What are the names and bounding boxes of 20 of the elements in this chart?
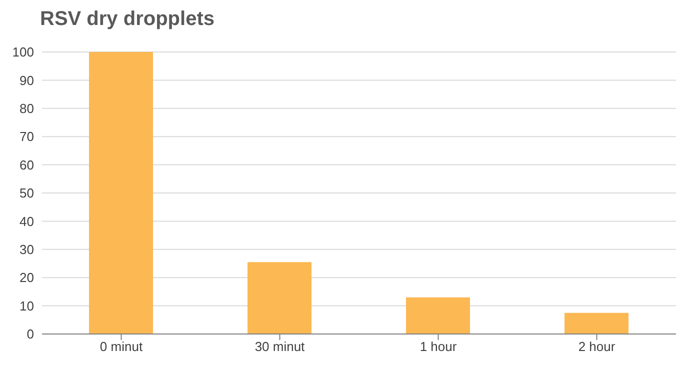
y-tick-label: 10	[20, 298, 34, 314]
bar	[248, 262, 312, 334]
y-tick-label: 80	[20, 101, 34, 116]
y-tick-label: 50	[20, 186, 34, 201]
y-tick-label: 40	[20, 214, 34, 229]
y-tick-label: 60	[20, 157, 34, 172]
x-tick-label: 2 hour	[578, 339, 616, 354]
x-tick-label: 30 minut	[254, 339, 306, 354]
y-tick-label: 20	[20, 270, 34, 286]
bar	[89, 52, 153, 334]
chart-title: RSV dry dropplets	[40, 8, 216, 32]
y-tick-label: 70	[20, 129, 34, 144]
y-tick-label: 90	[20, 72, 34, 88]
y-tick-label: 0	[26, 326, 34, 342]
x-tick-label: 1 hour	[420, 339, 458, 354]
x-tick-label: 0 minut	[100, 339, 143, 354]
bar	[406, 297, 470, 334]
y-tick-label: 100	[12, 44, 34, 60]
y-tick-label: 30	[20, 242, 34, 258]
bar	[564, 312, 628, 334]
